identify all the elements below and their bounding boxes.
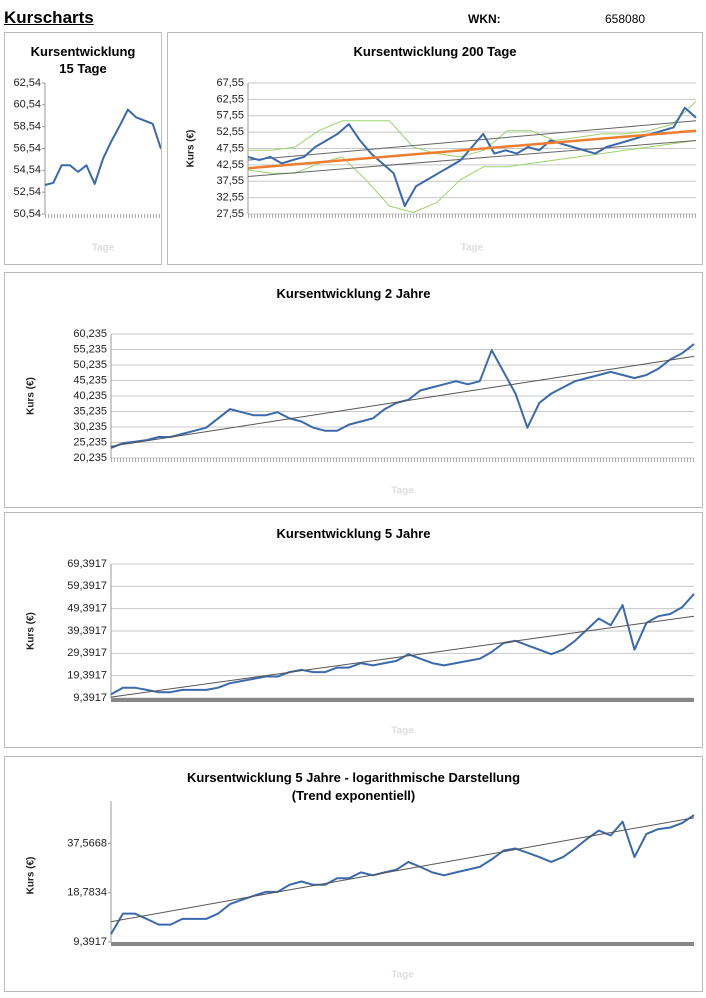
y-tick-label: 9,3917	[73, 692, 107, 704]
x-axis-label: Tage	[391, 486, 414, 497]
chart-title: Kursentwicklung 15 Tage	[30, 44, 136, 76]
chart: 9,3917 19,3917 29,3917 39,3917 49,3917 59,391…	[26, 558, 695, 737]
y-tick-label: 37,5668	[67, 837, 107, 849]
series-line	[247, 120, 697, 161]
y-tick-label: 52,55	[216, 126, 244, 138]
y-tick-label: 9,3917	[73, 936, 107, 948]
y-tick-label: 35,235	[73, 405, 107, 417]
y-tick-label: 57,55	[216, 110, 244, 122]
x-axis-label: Tage	[461, 243, 484, 254]
y-tick-label: 32,55	[216, 192, 244, 204]
y-tick-label: 42,55	[216, 159, 244, 171]
x-axis-label: Tage	[92, 243, 115, 254]
series-line	[110, 615, 695, 698]
y-tick-label: 52,54	[13, 186, 41, 198]
y-tick-label: 56,54	[13, 142, 41, 154]
chart-panel: 9,3917 18,7834 37,5668 Tage Kurs (€) Kursentw…	[4, 756, 703, 992]
chart-title: Kursentwicklung 2 Jahre	[276, 286, 431, 301]
x-axis-label: Tage	[391, 726, 414, 737]
chart: 50,54 52,54 54,54 56,54 58,54 60,54 62,54 Tage	[13, 77, 161, 254]
y-tick-label: 47,55	[216, 142, 244, 154]
series-line	[110, 355, 695, 447]
y-tick-label: 25,235	[73, 436, 107, 448]
chart: 9,3917 18,7834 37,5668 Tage Kurs (€)	[26, 801, 695, 981]
chart-panel: 20,235 25,235 30,235 35,235 40,235 45,235 50,2…	[4, 272, 703, 508]
chart-panel: 50,54 52,54 54,54 56,54 58,54 60,54 62,54 Tage K…	[4, 32, 162, 265]
series-line	[247, 140, 697, 213]
y-tick-label: 50,235	[73, 359, 107, 371]
y-tick-label: 18,7834	[67, 887, 107, 899]
y-tick-label: 37,55	[216, 175, 244, 187]
page-title: Kurscharts	[4, 8, 94, 27]
series-line	[247, 129, 697, 170]
chart-title: Kursentwicklung 5 Jahre	[276, 526, 431, 541]
y-tick-label: 20,235	[73, 452, 107, 464]
y-tick-label: 58,54	[13, 121, 41, 133]
y-tick-label: 69,3917	[67, 558, 107, 570]
y-axis-label: Kurs (€)	[26, 377, 37, 415]
y-tick-label: 30,235	[73, 421, 107, 433]
series-line	[44, 108, 161, 186]
chart-subtitle: (Trend exponentiell)	[291, 788, 416, 803]
chart-panel: 9,3917 19,3917 29,3917 39,3917 49,3917 59,391…	[4, 512, 703, 748]
y-tick-label: 50,54	[13, 208, 41, 220]
y-tick-label: 62,54	[13, 77, 41, 89]
series-line	[247, 140, 697, 177]
y-tick-label: 54,54	[13, 164, 41, 176]
y-tick-label: 45,235	[73, 374, 107, 386]
chart: 27,55 32,55 37,55 42,55 47,55 52,55 57,55 62,55…	[186, 77, 697, 254]
series-line	[110, 817, 695, 923]
y-axis-label: Kurs (€)	[186, 130, 197, 168]
y-tick-label: 27,55	[216, 208, 244, 220]
series-line	[110, 593, 695, 696]
series-line	[248, 100, 697, 158]
y-tick-label: 29,3917	[67, 647, 107, 659]
chart-title: Kursentwicklung 5 Jahre - logarithmische…	[186, 770, 521, 785]
chart-panel: 27,55 32,55 37,55 42,55 47,55 52,55 57,55 62,55…	[167, 32, 703, 265]
x-axis-label: Tage	[391, 970, 414, 981]
chart: 20,235 25,235 30,235 35,235 40,235 45,235 50,2…	[26, 328, 695, 497]
y-tick-label: 60,235	[73, 328, 107, 340]
y-axis-label: Kurs (€)	[26, 612, 37, 650]
y-tick-label: 40,235	[73, 390, 107, 402]
y-tick-label: 62,55	[216, 93, 244, 105]
y-tick-label: 19,3917	[67, 670, 107, 682]
y-tick-label: 39,3917	[67, 625, 107, 637]
wkn-label: WKN:	[468, 12, 501, 26]
y-tick-label: 59,3917	[67, 580, 107, 592]
y-axis-label: Kurs (€)	[26, 857, 37, 895]
y-tick-label: 49,3917	[67, 603, 107, 615]
series-line	[110, 814, 695, 935]
chart-title: Kursentwicklung 200 Tage	[353, 44, 517, 59]
y-tick-label: 55,235	[73, 343, 107, 355]
y-tick-label: 60,54	[13, 99, 41, 111]
wkn-value: 658080	[605, 12, 646, 26]
y-tick-label: 67,55	[216, 77, 244, 89]
series-line	[247, 106, 697, 207]
